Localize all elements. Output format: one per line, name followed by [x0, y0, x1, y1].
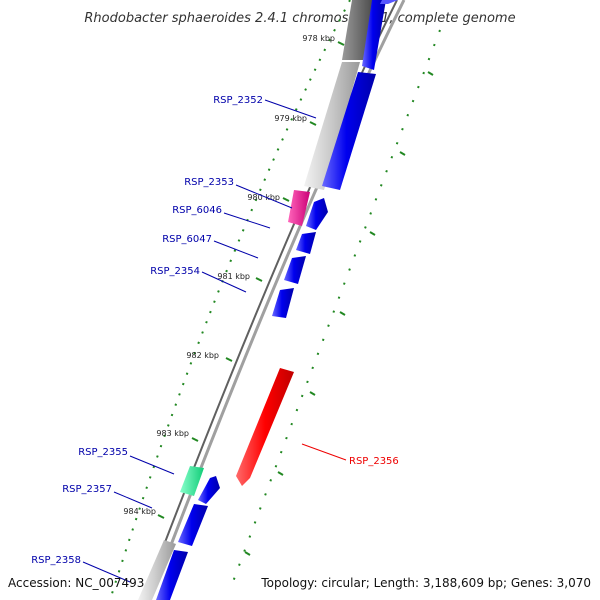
tick-983 [191, 437, 199, 442]
feature-gray-bottom [138, 540, 176, 600]
tick-980 [282, 197, 290, 202]
leader-lines [82, 99, 347, 583]
gene-label-rsp2354[interactable]: RSP_2354 [150, 266, 200, 277]
tick-label-981: 981 kbp [217, 272, 250, 281]
outer-tick-3 [369, 231, 376, 236]
tick-981 [255, 277, 263, 282]
gene-rsp2354-a[interactable] [284, 256, 306, 284]
feature-gray-rsp2352 [304, 62, 360, 190]
leader-rsp2352 [264, 99, 317, 119]
tick-label-983: 983 kbp [156, 429, 189, 438]
gene-label-rsp2357[interactable]: RSP_2357 [62, 484, 112, 495]
gene-label-rsp2356[interactable]: RSP_2356 [349, 456, 399, 467]
gene-label-rsp2353[interactable]: RSP_2353 [184, 177, 234, 188]
outer-major-ticks [244, 71, 434, 556]
leader-rsp2358 [82, 561, 131, 583]
gene-block-top-a[interactable] [362, 0, 386, 70]
outer-tick-1 [427, 71, 434, 76]
tick-label-978: 978 kbp [302, 34, 335, 43]
tick-label-984: 984 kbp [123, 507, 156, 516]
gene-label-rsp6047[interactable]: RSP_6047 [162, 234, 212, 245]
tick-label-979: 979 kbp [274, 114, 307, 123]
gene-block-bottom-a[interactable] [178, 504, 208, 546]
outer-tick-5 [309, 391, 316, 396]
gene-rsp6046[interactable] [306, 198, 328, 230]
tick-label-980: 980 kbp [247, 193, 280, 202]
tick-978 [337, 41, 345, 46]
leader-rsp2355 [129, 455, 175, 475]
leader-rsp6046 [223, 212, 271, 229]
leader-rsp2356 [301, 443, 347, 461]
outer-tick-2 [399, 151, 406, 156]
major-ticks [157, 41, 345, 519]
gene-rsp6047[interactable] [296, 232, 316, 254]
gene-rsp2357[interactable] [198, 476, 220, 504]
accession-label: Accession: NC_007493 [8, 576, 144, 590]
tick-label-982: 982 kbp [186, 351, 219, 360]
leader-rsp2353 [235, 184, 293, 209]
gene-rsp2354-b[interactable] [272, 288, 294, 318]
gene-label-rsp2355[interactable]: RSP_2355 [78, 447, 128, 458]
leader-rsp6047 [213, 240, 259, 259]
feature-rsp2355[interactable] [180, 466, 204, 496]
leader-rsp2354 [201, 271, 247, 293]
outer-tick-7 [244, 551, 251, 556]
gene-label-rsp2358[interactable]: RSP_2358 [31, 555, 81, 566]
gene-rsp2356[interactable] [236, 368, 294, 486]
genome-summary: Topology: circular; Length: 3,188,609 bp… [260, 576, 591, 590]
outer-tick-6 [277, 471, 284, 476]
leader-rsp2357 [113, 491, 153, 509]
outer-tick-4 [339, 311, 346, 316]
map-title: Rhodobacter sphaeroides 2.4.1 chromosome… [84, 11, 515, 26]
tick-984 [157, 514, 165, 519]
backbone-inner [142, 0, 398, 600]
feature-rsp2353[interactable] [288, 190, 310, 226]
gene-rsp2352[interactable] [322, 72, 376, 190]
gene-label-rsp2352[interactable]: RSP_2352 [213, 95, 263, 106]
gene-rsp2358[interactable] [156, 550, 188, 600]
gene-label-rsp6046[interactable]: RSP_6046 [172, 205, 222, 216]
tick-982 [225, 357, 233, 362]
tick-979 [309, 121, 317, 126]
gene-block-top-b[interactable] [380, 0, 398, 4]
